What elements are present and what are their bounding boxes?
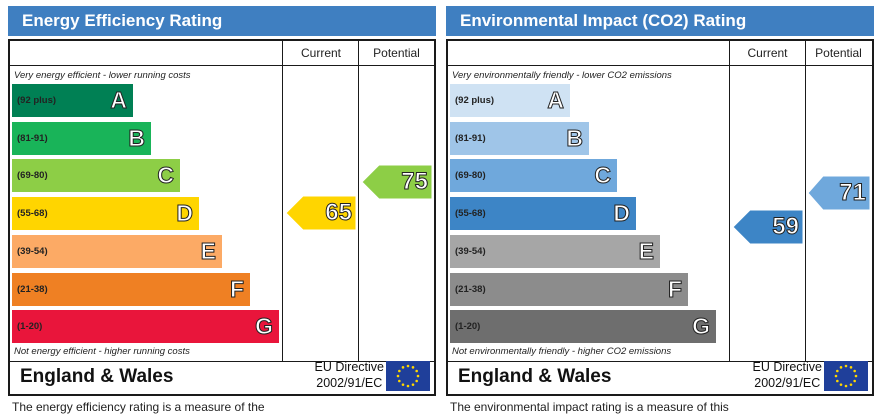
band-letter: G [692, 313, 711, 340]
band-letter: E [638, 237, 654, 264]
footer-divider [448, 361, 872, 362]
band-range: (1-20) [455, 321, 481, 333]
band-e: (39-54) E [450, 234, 660, 268]
band-range: (1-20) [17, 321, 43, 333]
band-d: (55-68) D [12, 197, 199, 231]
band-range: (69-80) [17, 170, 48, 182]
band-e: (39-54) E [12, 234, 222, 268]
environment-rating-box: Current Potential Very environmentally f… [446, 39, 874, 396]
directive-line1: EU Directive [752, 360, 822, 374]
directive-line1: EU Directive [314, 360, 384, 374]
top-note: Very environmentally friendly - lower CO… [452, 70, 672, 81]
band-range: (21-38) [455, 283, 486, 295]
band-c: (69-80) C [450, 159, 617, 193]
directive-line2: 2002/91/EC [316, 376, 383, 390]
top-note: Very energy efficient - lower running co… [14, 70, 191, 81]
energy-rating-box: Current Potential Very energy efficient … [8, 39, 436, 396]
arrow-shape [733, 209, 803, 244]
band-range: (55-68) [17, 208, 48, 220]
band-letter: D [613, 200, 631, 227]
directive-line2: 2002/91/EC [754, 376, 821, 390]
band-range: (69-80) [455, 170, 486, 182]
header-divider [448, 65, 872, 66]
band-b: (81-91) B [12, 121, 151, 155]
current-column-header: Current [300, 46, 341, 60]
band-letter: B [566, 124, 584, 151]
column-divider [358, 41, 359, 361]
current-rating-arrow: 59 [733, 209, 803, 244]
arrow-shape [286, 195, 356, 230]
band-g: (1-20) G [12, 310, 279, 344]
band-letter: C [157, 162, 175, 189]
arrow-shape [362, 164, 432, 199]
column-divider [805, 41, 806, 361]
potential-column-header: Potential [815, 46, 862, 60]
environmental-impact-panel: Environmental Impact (CO2) Rating Curren… [446, 6, 874, 414]
energy-panel-title: Energy Efficiency Rating [8, 6, 436, 36]
band-range: (81-91) [17, 132, 48, 144]
potential-column-header: Potential [373, 46, 420, 60]
current-rating-value: 65 [325, 198, 353, 226]
current-rating-arrow: 65 [286, 195, 356, 230]
eu-directive: EU Directive 2002/91/EC [315, 359, 384, 391]
band-letter: G [255, 313, 274, 340]
column-divider [729, 41, 730, 361]
potential-rating-arrow: 75 [362, 164, 432, 199]
arrow-shape [808, 175, 870, 210]
band-letter: F [667, 275, 682, 302]
band-range: (92 plus) [455, 95, 495, 106]
band-letter: F [229, 275, 244, 302]
band-letter: C [594, 162, 612, 189]
band-range: (39-54) [455, 245, 486, 257]
band-letter: A [547, 87, 565, 114]
potential-rating-value: 71 [839, 178, 867, 206]
footer-divider [10, 361, 434, 362]
band-range: (92 plus) [17, 95, 57, 106]
bottom-note: Not energy efficient - higher running co… [14, 346, 190, 357]
band-letter: D [176, 200, 194, 227]
band-letter: E [200, 237, 216, 264]
current-rating-value: 59 [772, 212, 800, 240]
environment-panel-title: Environmental Impact (CO2) Rating [446, 6, 874, 36]
band-range: (39-54) [17, 245, 48, 257]
band-range: (55-68) [455, 208, 486, 220]
band-a: (92 plus) A [12, 84, 133, 117]
current-column-header: Current [747, 46, 788, 60]
band-f: (21-38) F [450, 272, 688, 306]
country-label: England & Wales [20, 366, 174, 387]
band-g: (1-20) G [450, 310, 716, 344]
band-letter: B [128, 124, 146, 151]
band-c: (69-80) C [12, 159, 180, 193]
eu-flag-icon [386, 361, 430, 391]
band-range: (21-38) [17, 283, 48, 295]
country-label: England & Wales [458, 366, 612, 387]
rating-description: The environmental impact rating is a mea… [450, 400, 729, 414]
band-letter: A [110, 87, 128, 114]
energy-efficiency-panel: Energy Efficiency Rating Current Potenti… [8, 6, 436, 414]
band-a: (92 plus) A [450, 84, 570, 117]
column-divider [282, 41, 283, 361]
band-b: (81-91) B [450, 121, 589, 155]
eu-flag-icon [824, 361, 868, 391]
band-range: (81-91) [455, 132, 486, 144]
bottom-note: Not environmentally friendly - higher CO… [452, 346, 672, 357]
potential-rating-value: 75 [401, 167, 429, 195]
band-f: (21-38) F [12, 272, 250, 306]
eu-directive: EU Directive 2002/91/EC [753, 359, 822, 391]
rating-description: The energy efficiency rating is a measur… [12, 400, 265, 414]
band-d: (55-68) D [450, 197, 636, 231]
potential-rating-arrow: 71 [808, 175, 870, 210]
header-divider [10, 65, 434, 66]
